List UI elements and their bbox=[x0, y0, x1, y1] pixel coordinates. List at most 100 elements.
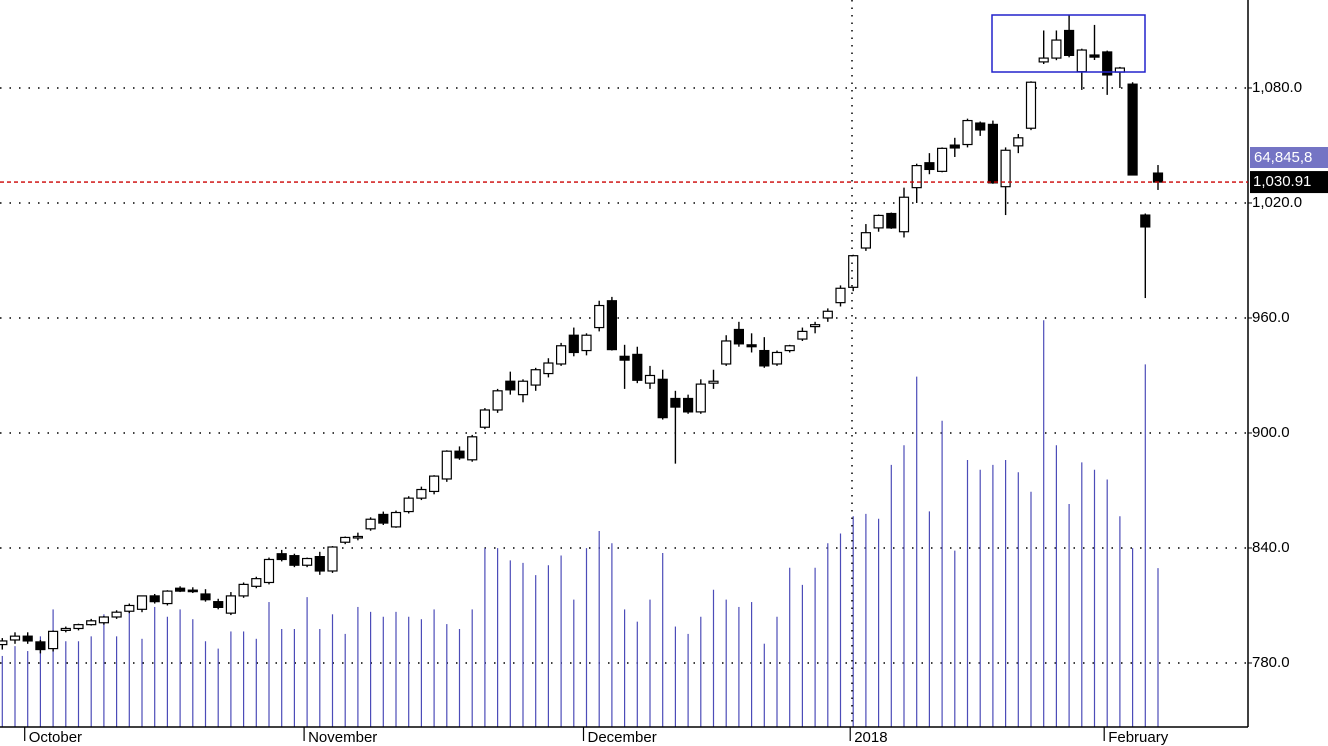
candle-body bbox=[695, 383, 706, 413]
candle-body bbox=[1025, 81, 1037, 129]
candle-body bbox=[403, 497, 414, 513]
candle-body bbox=[124, 604, 135, 612]
candle-body bbox=[1102, 51, 1113, 76]
candle-body bbox=[314, 556, 325, 572]
candle-body bbox=[467, 436, 478, 461]
candle-body bbox=[22, 635, 33, 642]
candle-body bbox=[962, 119, 973, 146]
x-tick-label: November bbox=[308, 729, 377, 746]
volume-label-box bbox=[1250, 147, 1328, 168]
y-tick-label: 1,020.0 bbox=[1252, 194, 1302, 211]
y-tick-label: 900.0 bbox=[1252, 424, 1290, 441]
candle-body bbox=[568, 334, 579, 354]
candle-body bbox=[1000, 149, 1011, 188]
candle-body bbox=[898, 196, 910, 233]
x-tick-label: 2018 bbox=[854, 729, 887, 746]
candle-body bbox=[492, 390, 503, 411]
candle-body bbox=[390, 511, 402, 528]
candle-body bbox=[378, 513, 389, 524]
candle-body bbox=[759, 349, 770, 367]
candle-body bbox=[187, 589, 198, 593]
candle-body bbox=[289, 555, 300, 566]
candle-body bbox=[0, 640, 8, 646]
candle-body bbox=[200, 593, 211, 601]
candle-body bbox=[340, 536, 351, 543]
candle-body bbox=[619, 355, 630, 361]
y-tick-label: 960.0 bbox=[1252, 309, 1290, 326]
candle-body bbox=[670, 397, 681, 408]
candle-body bbox=[505, 380, 516, 391]
candle-body bbox=[606, 300, 618, 351]
candle-body bbox=[86, 620, 97, 626]
candle-body bbox=[543, 362, 554, 375]
candle-body bbox=[644, 374, 656, 384]
candle-body bbox=[1152, 172, 1164, 183]
candle-body bbox=[73, 624, 84, 630]
x-tick-label: December bbox=[588, 729, 657, 746]
volume-label: 64,845,8 bbox=[1254, 149, 1312, 166]
candle-body bbox=[848, 255, 859, 288]
candle-body bbox=[632, 353, 643, 381]
y-tick-label: 1,080.0 bbox=[1252, 79, 1302, 96]
candle-body bbox=[771, 351, 783, 365]
candle-body bbox=[949, 144, 960, 149]
candle-body bbox=[987, 123, 999, 184]
candle-body bbox=[924, 162, 935, 171]
candle-body bbox=[708, 380, 719, 384]
last-price-box bbox=[1250, 171, 1328, 194]
highlight-box bbox=[991, 14, 1146, 73]
x-tick-label: October bbox=[29, 729, 82, 746]
candle-body bbox=[809, 324, 821, 328]
candle-body bbox=[454, 450, 465, 459]
candle-body bbox=[911, 165, 922, 189]
candle-body bbox=[682, 397, 694, 413]
candle-body bbox=[263, 558, 275, 584]
candle-body bbox=[251, 578, 262, 587]
candle-body bbox=[886, 212, 897, 229]
candle-body bbox=[1140, 214, 1151, 228]
candle-body bbox=[721, 340, 732, 365]
candle-body bbox=[581, 334, 592, 352]
candle-body bbox=[225, 595, 236, 614]
candle-body bbox=[657, 378, 668, 419]
candle-body bbox=[975, 122, 986, 131]
candle-body bbox=[873, 214, 884, 229]
candle-body bbox=[479, 409, 490, 428]
candle-body bbox=[555, 345, 567, 365]
y-tick-label: 840.0 bbox=[1252, 539, 1290, 556]
overlay: 780.0 840.0 900.0 960.0 1,020.0 1,080.0 Octobe… bbox=[0, 79, 1328, 746]
candle-body bbox=[1051, 39, 1062, 59]
candle-body bbox=[441, 450, 452, 480]
candle-body bbox=[162, 590, 173, 605]
candle-body bbox=[175, 587, 186, 592]
candle-body bbox=[530, 369, 541, 386]
candle-body bbox=[416, 488, 427, 499]
candle-body bbox=[594, 304, 605, 329]
candle-body bbox=[936, 147, 948, 172]
candle-body bbox=[1013, 137, 1024, 147]
candle-body bbox=[35, 641, 46, 651]
candle-body bbox=[9, 635, 21, 641]
candle-body bbox=[860, 232, 872, 249]
y-tick-label: 780.0 bbox=[1252, 654, 1290, 671]
candle-body bbox=[835, 287, 846, 304]
candle-body bbox=[60, 627, 71, 631]
candle-body bbox=[276, 553, 287, 561]
candle-body bbox=[746, 344, 757, 348]
candle-body bbox=[352, 535, 363, 539]
candle-body bbox=[213, 601, 224, 608]
candle-body bbox=[429, 475, 440, 493]
candle-body bbox=[1063, 29, 1075, 56]
candle-body bbox=[47, 630, 59, 650]
candle-body bbox=[1076, 49, 1087, 73]
candle-body bbox=[797, 330, 808, 340]
candle-body bbox=[365, 518, 376, 530]
volume-bars bbox=[1, 320, 1159, 727]
candle-body bbox=[327, 546, 338, 572]
candle-body bbox=[733, 328, 745, 345]
x-tick-label: February bbox=[1108, 729, 1169, 746]
candles bbox=[0, 15, 1164, 654]
candle-body bbox=[517, 380, 529, 396]
candle-body bbox=[98, 616, 110, 624]
